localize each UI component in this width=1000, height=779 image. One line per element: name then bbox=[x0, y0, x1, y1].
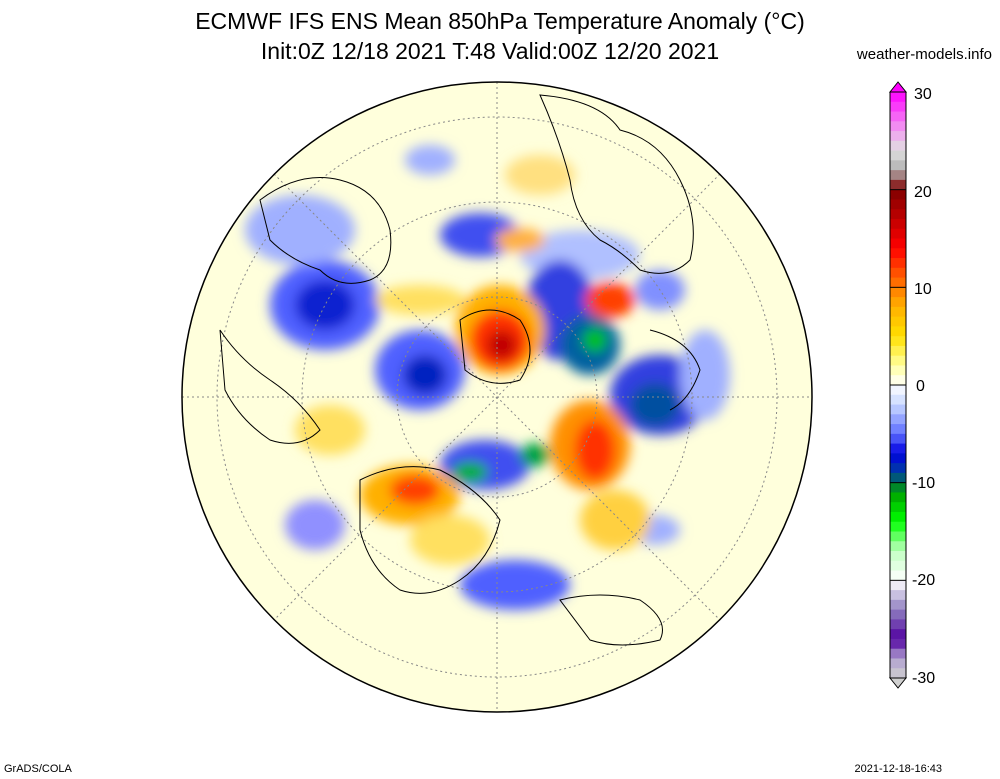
colorbar-segment bbox=[890, 248, 906, 259]
colorbar-segment bbox=[890, 101, 906, 113]
colorbar-segment bbox=[890, 531, 906, 542]
colorbar-segment bbox=[890, 160, 906, 171]
colorbar-top-arrow bbox=[888, 81, 908, 93]
colorbar-label: 10 bbox=[914, 281, 932, 298]
colorbar-segment bbox=[890, 453, 906, 464]
colorbar-label: -10 bbox=[912, 475, 935, 492]
colorbar-segment bbox=[890, 140, 906, 152]
colorbar-segment bbox=[890, 560, 906, 572]
anomaly-field bbox=[245, 145, 730, 610]
colorbar-segment bbox=[890, 267, 906, 279]
colorbar-segment bbox=[890, 638, 906, 650]
colorbar-segment bbox=[890, 345, 906, 357]
colorbar-segment bbox=[890, 170, 906, 181]
footer-credit: GrADS/COLA bbox=[4, 763, 72, 775]
colorbar-label: -30 bbox=[912, 670, 935, 687]
colorbar-segment bbox=[890, 668, 906, 679]
colorbar-segment bbox=[890, 590, 906, 601]
colorbar-segment bbox=[890, 648, 906, 659]
map-title: ECMWF IFS ENS Mean 850hPa Temperature An… bbox=[195, 8, 805, 34]
colorbar-segment bbox=[890, 306, 906, 318]
colorbar-segment bbox=[890, 375, 906, 386]
colorbar-segment bbox=[890, 492, 906, 503]
colorbar-label: 30 bbox=[914, 86, 932, 103]
colorbar-segment bbox=[890, 92, 906, 103]
colorbar-segment bbox=[890, 443, 906, 454]
colorbar-segment bbox=[890, 131, 906, 142]
colorbar-segment bbox=[890, 336, 906, 347]
colorbar-segment bbox=[890, 502, 906, 513]
colorbar-segment bbox=[890, 121, 906, 132]
map-subtitle: Init:0Z 12/18 2021 T:48 Valid:00Z 12/20 … bbox=[260, 38, 720, 64]
colorbar-segment bbox=[890, 521, 906, 532]
graticule bbox=[182, 82, 812, 712]
colorbar-segment bbox=[890, 316, 906, 327]
colorbar-segment bbox=[890, 472, 906, 484]
colorbar-segment bbox=[890, 570, 906, 581]
colorbar-segment bbox=[890, 619, 906, 630]
colorbar-segment bbox=[890, 277, 906, 288]
colorbar-segment bbox=[890, 511, 906, 523]
colorbar-segment bbox=[890, 228, 906, 239]
colorbar-segment bbox=[890, 326, 906, 337]
colorbar-segment bbox=[890, 394, 906, 406]
colorbar-segment bbox=[890, 658, 906, 669]
colorbar-segment bbox=[890, 414, 906, 425]
colorbar-segment bbox=[890, 385, 906, 396]
colorbar-segment bbox=[890, 297, 906, 308]
colorbar-segment bbox=[890, 287, 906, 298]
colorbar-label: 0 bbox=[916, 378, 925, 395]
colorbar-segment bbox=[890, 218, 906, 230]
colorbar-bottom-arrow bbox=[888, 677, 908, 689]
colorbar-segment bbox=[890, 111, 906, 122]
colorbar-segments bbox=[889, 91, 907, 679]
colorbar-segment bbox=[890, 365, 906, 376]
coastlines bbox=[219, 94, 701, 646]
colorbar-segment bbox=[890, 482, 906, 493]
colorbar-segment bbox=[890, 189, 906, 200]
colorbar-segment bbox=[890, 433, 906, 445]
colorbar-segment bbox=[890, 258, 906, 269]
colorbar-segment bbox=[890, 150, 906, 161]
site-credit: weather-models.info bbox=[856, 46, 992, 63]
footer-timestamp: 2021-12-18-16:43 bbox=[854, 763, 942, 775]
colorbar-label: 20 bbox=[914, 184, 932, 201]
colorbar-segment bbox=[890, 629, 906, 640]
colorbar-segment bbox=[890, 599, 906, 611]
colorbar-segment bbox=[890, 541, 906, 552]
colorbar-segment bbox=[890, 404, 906, 415]
colorbar-segment bbox=[890, 580, 906, 591]
colorbar-segment bbox=[890, 179, 906, 191]
colorbar-segment bbox=[890, 551, 906, 562]
colorbar-segment bbox=[890, 199, 906, 210]
colorbar-segment bbox=[890, 609, 906, 620]
colorbar-segment bbox=[890, 424, 906, 435]
colorbar-segment bbox=[890, 355, 906, 366]
colorbar-label: -20 bbox=[912, 572, 935, 589]
colorbar-segment bbox=[890, 238, 906, 249]
colorbar-segment bbox=[890, 463, 906, 474]
colorbar-segment bbox=[890, 209, 906, 220]
map-boundary bbox=[181, 81, 813, 713]
